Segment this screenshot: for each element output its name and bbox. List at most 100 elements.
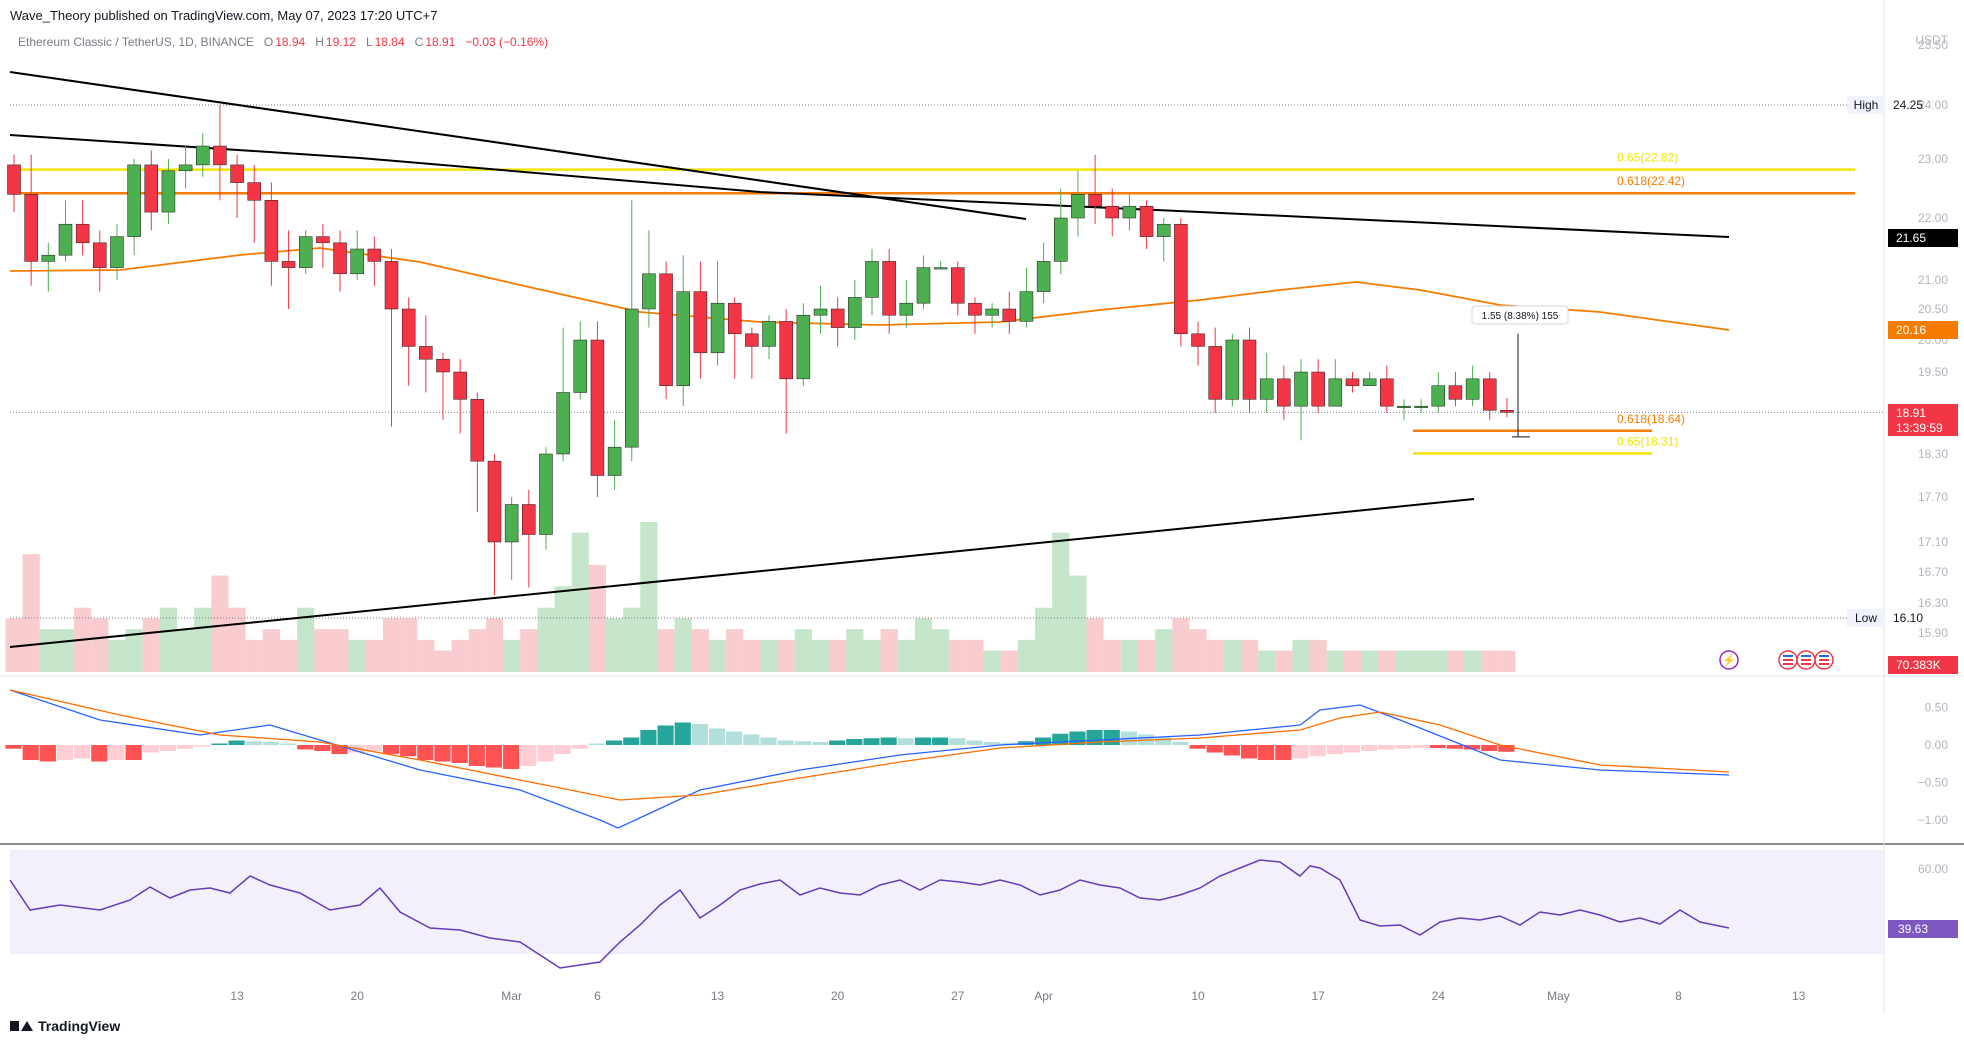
candle-body bbox=[745, 333, 759, 347]
volume-bar bbox=[194, 607, 212, 672]
volume-bar bbox=[262, 629, 280, 672]
macd-axis-tick: 0.50 bbox=[1925, 701, 1949, 715]
macd-axis-tick: −1.00 bbox=[1918, 813, 1949, 827]
candle-body bbox=[968, 302, 982, 316]
macd-histogram-bar bbox=[726, 731, 743, 745]
macd-histogram-bar bbox=[708, 728, 726, 745]
time-axis-label: 13 bbox=[1792, 989, 1806, 1003]
time-axis-label: 17 bbox=[1311, 989, 1325, 1003]
candle-body bbox=[590, 339, 605, 476]
lightning-icon-glyph: ⚡ bbox=[1722, 654, 1736, 667]
price-axis-tick: 22.00 bbox=[1918, 211, 1948, 225]
legend-high: 19.12 bbox=[326, 35, 356, 49]
candle-body bbox=[727, 302, 742, 335]
macd-histogram-bar bbox=[56, 745, 74, 760]
price-axis-tick: 20.50 bbox=[1918, 302, 1948, 316]
macd-histogram-bar bbox=[640, 730, 657, 745]
candle-body bbox=[93, 242, 107, 268]
time-axis-label: 27 bbox=[951, 989, 965, 1003]
macd-histogram-bar bbox=[228, 740, 245, 745]
candle-body bbox=[607, 446, 622, 476]
candle-body bbox=[1225, 339, 1240, 400]
candle-body bbox=[213, 145, 227, 166]
extreme-marker-label: High bbox=[1854, 98, 1879, 112]
candle-body bbox=[916, 267, 931, 304]
volume-bar bbox=[5, 618, 23, 672]
candle-body bbox=[1448, 385, 1463, 400]
candle-body bbox=[487, 460, 502, 543]
price-tag-box bbox=[1888, 404, 1958, 436]
macd-histogram-bar bbox=[468, 745, 485, 766]
price-tag-countdown: 13:39:59 bbox=[1896, 421, 1943, 435]
candle-body bbox=[1105, 205, 1119, 219]
time-axis-label: 6 bbox=[594, 989, 601, 1003]
volume-bar bbox=[743, 639, 761, 672]
extreme-marker-value: 16.10 bbox=[1893, 611, 1923, 625]
macd-histogram-bar bbox=[1361, 745, 1378, 751]
extreme-marker-box bbox=[1847, 609, 1885, 627]
volume-bar bbox=[434, 650, 452, 672]
legend-open: 18.94 bbox=[275, 35, 305, 49]
macd-histogram-bar bbox=[983, 742, 1000, 745]
volume-bar bbox=[794, 629, 812, 672]
price-axis-tick: 15.90 bbox=[1918, 626, 1948, 640]
candle-body bbox=[985, 308, 999, 316]
volume-bar bbox=[56, 629, 75, 672]
rsi-value-tag bbox=[1888, 920, 1958, 938]
candle-body bbox=[144, 164, 159, 213]
price-axis-tick: 24.00 bbox=[1918, 98, 1948, 112]
price-tag-box bbox=[1888, 656, 1958, 674]
price-axis-tick: 18.30 bbox=[1918, 447, 1948, 461]
volume-bar bbox=[1326, 650, 1344, 672]
economic-event-icon-stripe bbox=[1819, 655, 1829, 657]
macd-histogram-bar bbox=[279, 743, 297, 745]
volume-bar bbox=[708, 639, 727, 672]
candle-body bbox=[333, 242, 347, 275]
volume-bar bbox=[331, 629, 349, 672]
extreme-marker-label: Low bbox=[1855, 611, 1877, 625]
macd-histogram-bar bbox=[1000, 742, 1017, 745]
candle-body bbox=[1071, 194, 1085, 219]
candle-body bbox=[1328, 378, 1343, 407]
macd-histogram-bar bbox=[1292, 745, 1309, 759]
macd-histogram-bar bbox=[554, 745, 571, 754]
candle-body bbox=[401, 308, 416, 347]
volume-bar bbox=[211, 575, 229, 672]
tradingview-logo[interactable]: TradingView bbox=[10, 1018, 120, 1034]
candle-body bbox=[1294, 371, 1308, 407]
macd-histogram-bar bbox=[623, 737, 640, 745]
candle-body bbox=[813, 308, 828, 316]
volume-bar bbox=[1052, 532, 1070, 672]
measure-label: 1.55 (8.38%) 155 bbox=[1482, 311, 1559, 322]
candle-body bbox=[1500, 410, 1514, 413]
macd-histogram-bar bbox=[503, 745, 520, 769]
footer: TradingView bbox=[0, 1012, 1964, 1045]
candle-body bbox=[1191, 333, 1205, 347]
macd-histogram-bar bbox=[829, 740, 846, 745]
macd-histogram-bar bbox=[1498, 745, 1515, 752]
price-chart[interactable]: 23.5024.0023.0022.0021.0020.5020.0019.50… bbox=[0, 0, 1964, 1012]
volume-bar bbox=[22, 554, 40, 672]
price-tag-box bbox=[1888, 229, 1958, 247]
legend-o-label: O bbox=[264, 35, 273, 49]
legend-symbol: Ethereum Classic / TetherUS, 1D, BINANCE bbox=[18, 35, 254, 49]
legend-close: 18.91 bbox=[425, 35, 455, 49]
macd-histogram-bar bbox=[1464, 745, 1481, 750]
macd-histogram-bar bbox=[365, 745, 382, 751]
volume-bar bbox=[1120, 639, 1138, 672]
candle-body bbox=[1156, 223, 1171, 237]
volume-bar bbox=[880, 629, 898, 672]
macd-histogram-bar bbox=[1223, 745, 1240, 756]
candle-body bbox=[1483, 378, 1497, 411]
economic-event-icon-stripe bbox=[1783, 663, 1793, 665]
volume-bar bbox=[1035, 607, 1053, 672]
macd-histogram-bar bbox=[1206, 745, 1223, 753]
candle-body bbox=[264, 200, 279, 262]
candle-body bbox=[522, 504, 536, 535]
volume-bar bbox=[1275, 650, 1293, 672]
fib-level-label: 0.65(18.31) bbox=[1617, 434, 1678, 448]
time-axis-label: 20 bbox=[351, 989, 365, 1003]
volume-bar bbox=[983, 650, 1001, 672]
macd-histogram-bar bbox=[811, 742, 829, 745]
candle-body bbox=[436, 358, 450, 373]
